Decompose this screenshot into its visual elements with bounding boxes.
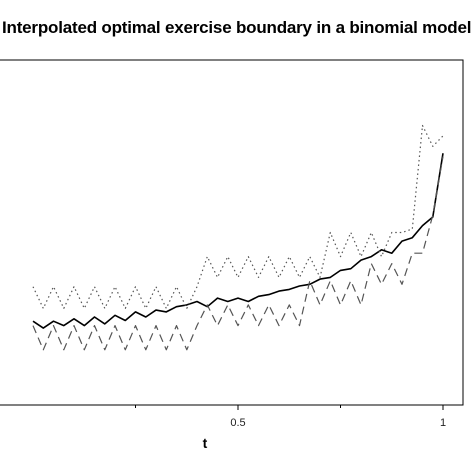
x-tick-label: 1 (440, 417, 446, 429)
plot-frame (0, 59, 464, 406)
series-layer (32, 124, 444, 351)
series-line-dotted (32, 124, 444, 309)
series-line-dashed (32, 156, 444, 351)
x-axis-label: t (203, 435, 208, 451)
series-line-solid (32, 153, 444, 329)
x-tick-label: 0.5 (230, 417, 245, 429)
chart-title: Interpolated optimal exercise boundary i… (2, 18, 472, 37)
tick-layer: 0.5 1 (135, 405, 446, 429)
